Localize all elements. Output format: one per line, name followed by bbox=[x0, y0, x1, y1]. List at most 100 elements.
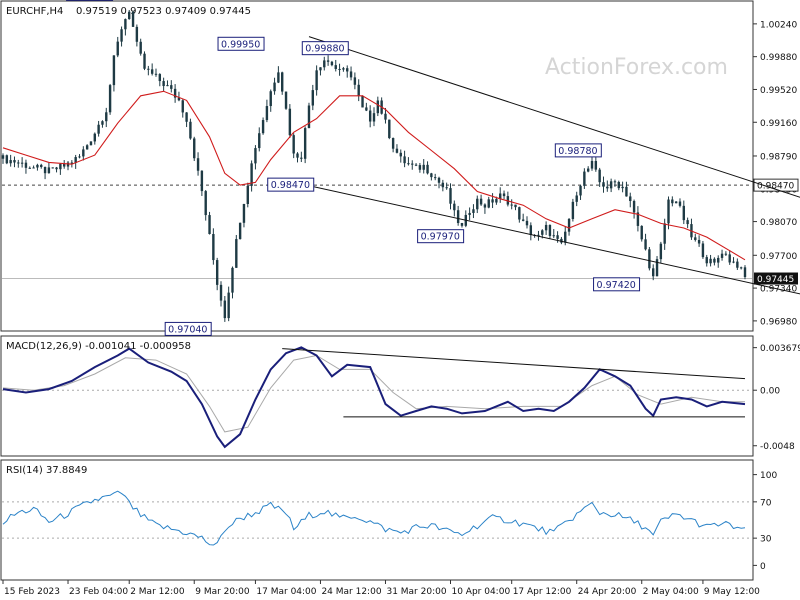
candle-body bbox=[510, 204, 513, 206]
candle-body bbox=[724, 253, 728, 255]
candle-body bbox=[273, 82, 276, 92]
candle-body bbox=[265, 106, 269, 121]
candle-body bbox=[422, 164, 425, 170]
price-axis-label: 0.96980 bbox=[760, 317, 797, 327]
candle-body bbox=[514, 204, 517, 208]
candle-body bbox=[97, 124, 100, 134]
candle-body bbox=[663, 223, 666, 244]
candle-body bbox=[694, 237, 697, 240]
macd-panel-frame bbox=[0, 335, 754, 457]
price-chart: 1.00240 0.99880 0.99520 0.99160 0.98790 0.984… bbox=[1, 0, 800, 336]
candle-body bbox=[426, 164, 429, 174]
candle-body bbox=[74, 157, 77, 163]
candle-body bbox=[288, 108, 292, 136]
x-axis-label: 15 Feb 2023 bbox=[4, 587, 60, 597]
candle-body bbox=[108, 85, 112, 113]
candle-body bbox=[212, 234, 215, 261]
candle-body bbox=[116, 41, 119, 56]
candle-body bbox=[629, 196, 632, 202]
candle-body bbox=[433, 177, 437, 179]
candle-body bbox=[430, 173, 433, 178]
candle-body bbox=[594, 160, 598, 170]
candle-body bbox=[70, 162, 74, 164]
candle-body bbox=[453, 203, 456, 211]
candle-body bbox=[487, 199, 490, 208]
candle-body bbox=[43, 167, 47, 174]
candle-body bbox=[652, 268, 655, 277]
rsi-axis-label: 100 bbox=[760, 471, 777, 481]
candle-body bbox=[269, 91, 272, 107]
candle-body bbox=[411, 163, 414, 165]
candle-body bbox=[235, 239, 238, 268]
candle-body bbox=[613, 181, 617, 183]
candle-body bbox=[732, 261, 735, 263]
candle-body bbox=[506, 196, 510, 205]
candle-body bbox=[365, 107, 368, 111]
candle-body bbox=[258, 133, 261, 149]
candle-body bbox=[227, 292, 230, 319]
candle-body bbox=[437, 177, 441, 183]
candle-body bbox=[667, 199, 670, 224]
candle-body bbox=[300, 157, 303, 159]
candle-body bbox=[139, 41, 142, 54]
x-axis: 15 Feb 2023 23 Feb 04:00 2 Mar 12:00 9 Mar … bbox=[2, 580, 760, 597]
candle-body bbox=[384, 113, 387, 120]
candle-body bbox=[120, 29, 123, 42]
candle-body bbox=[705, 257, 708, 264]
candle-body bbox=[456, 210, 460, 224]
candle-body bbox=[112, 55, 116, 86]
candle-body bbox=[579, 185, 582, 196]
candle-body bbox=[655, 259, 659, 277]
candle-body bbox=[407, 163, 410, 165]
candle-body bbox=[621, 186, 624, 189]
price-annotation-label: 0.97420 bbox=[597, 280, 636, 291]
price-axis-label: 0.99520 bbox=[760, 86, 797, 96]
macd-signal-line bbox=[2, 354, 745, 433]
macd-axis-label: 0.00 bbox=[760, 387, 780, 397]
price-annotation-label: 0.99880 bbox=[305, 44, 344, 55]
candle-body bbox=[78, 156, 81, 158]
candle-body bbox=[1, 155, 5, 159]
candle-body bbox=[315, 70, 318, 91]
price-annotation-box bbox=[301, 41, 349, 56]
candle-body bbox=[181, 100, 184, 113]
trendline bbox=[285, 180, 800, 295]
candle-body bbox=[162, 81, 165, 87]
candle-body bbox=[334, 65, 337, 69]
price-annotation-box bbox=[417, 229, 465, 244]
candle-body bbox=[32, 167, 35, 169]
price-annotation-box bbox=[164, 321, 212, 336]
candle-body bbox=[124, 19, 127, 30]
watermark: ActionForex.com bbox=[545, 55, 728, 80]
x-axis-label: 17 Mar 04:00 bbox=[256, 587, 316, 597]
candle-body bbox=[277, 72, 280, 83]
candle-body bbox=[85, 145, 89, 150]
candle-body bbox=[135, 26, 139, 42]
candle-body bbox=[529, 225, 533, 236]
candle-body bbox=[671, 199, 674, 204]
candle-body bbox=[403, 156, 406, 164]
candle-body bbox=[701, 243, 705, 258]
candle-body bbox=[349, 71, 353, 78]
candle-body bbox=[602, 182, 605, 187]
current-price-badge bbox=[754, 272, 798, 285]
price-axis-label: 0.98790 bbox=[760, 152, 797, 162]
candle-body bbox=[59, 163, 62, 170]
candle-body bbox=[66, 162, 70, 167]
trendline bbox=[308, 36, 800, 198]
x-axis-label: 17 Apr 12:00 bbox=[513, 587, 572, 597]
candle-body bbox=[82, 149, 85, 157]
candle-body bbox=[323, 60, 326, 68]
candle-body bbox=[441, 182, 445, 188]
macd-line bbox=[2, 346, 746, 449]
candle-body bbox=[575, 195, 578, 202]
candle-body bbox=[617, 181, 620, 189]
candle-body bbox=[449, 188, 452, 204]
candle-body bbox=[525, 220, 529, 226]
candle-body bbox=[319, 67, 322, 71]
candle-body bbox=[338, 68, 341, 70]
candle-body bbox=[648, 249, 651, 269]
candle-body bbox=[537, 234, 540, 236]
candle-body bbox=[303, 128, 307, 159]
candle-body bbox=[307, 105, 311, 129]
